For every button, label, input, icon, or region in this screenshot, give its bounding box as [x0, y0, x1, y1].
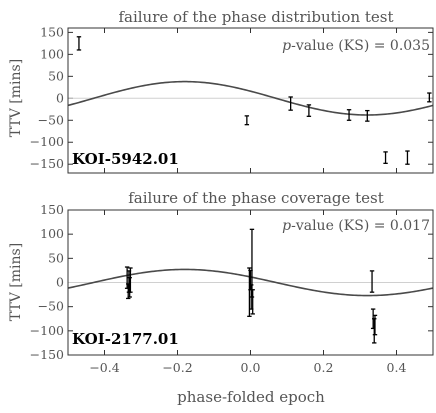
y-tick-label: 50 — [48, 68, 64, 83]
top-plot-frame — [67, 27, 434, 174]
x-tick-label: 0.4 — [387, 360, 407, 375]
bottom-pvalue-annotation: p-value (KS) = 0.017 — [282, 218, 430, 234]
y-tick-label: 0 — [56, 90, 64, 105]
data-point — [76, 36, 82, 51]
y-tick-label: 0 — [56, 275, 64, 290]
bottom-panel-title: failure of the phase coverage test — [128, 189, 384, 207]
data-point — [383, 151, 388, 164]
y-tick-label: 100 — [40, 46, 64, 61]
bottom-data-points — [124, 228, 378, 344]
data-point — [244, 115, 250, 126]
data-point — [346, 109, 352, 121]
y-tick-label: −50 — [38, 299, 64, 314]
data-point — [372, 318, 377, 344]
top-data-points — [76, 36, 432, 165]
data-point — [128, 267, 133, 293]
top-panel-title: failure of the phase distribution test — [118, 8, 393, 26]
bottom-y-ticks: 150 100 50 0 −50 −100 −150 — [30, 202, 433, 362]
data-point — [247, 267, 252, 317]
y-tick-label: −150 — [30, 156, 64, 171]
bottom-x-ticks: −0.4 −0.2 0.0 0.2 0.4 — [89, 360, 406, 375]
data-point — [427, 92, 432, 103]
sine-curve — [67, 80, 434, 116]
top-sine-fit — [67, 80, 434, 116]
panel-koi-5942: failure of the phase distribution test T… — [8, 8, 434, 174]
data-point — [405, 150, 410, 165]
data-point — [250, 289, 255, 315]
y-tick-label: 150 — [40, 24, 64, 39]
top-pvalue-annotation: p-value (KS) = 0.035 — [282, 38, 430, 54]
bottom-y-axis-label: TTV [mins] — [8, 243, 24, 321]
y-tick-label: −50 — [38, 112, 64, 127]
data-point — [306, 104, 312, 117]
top-koi-label: KOI-5942.01 — [72, 150, 179, 168]
bottom-plot-frame — [67, 209, 434, 356]
y-tick-label: −100 — [30, 323, 64, 338]
x-tick-label: −0.4 — [89, 360, 119, 375]
x-tick-label: 0.2 — [314, 360, 334, 375]
y-tick-label: 100 — [40, 226, 64, 241]
x-tick-label: 0.0 — [241, 360, 261, 375]
x-tick-label: −0.2 — [162, 360, 192, 375]
bottom-koi-label: KOI-2177.01 — [72, 330, 179, 348]
y-tick-label: 150 — [40, 202, 64, 217]
y-tick-label: −100 — [30, 134, 64, 149]
data-point — [372, 314, 378, 336]
y-tick-label: −150 — [30, 347, 64, 362]
data-point — [127, 277, 132, 298]
panel-koi-2177: failure of the phase coverage test TTV [… — [8, 189, 434, 406]
data-point — [369, 270, 375, 293]
y-tick-label: 50 — [48, 250, 64, 265]
data-point — [365, 109, 370, 122]
data-point — [249, 228, 255, 298]
top-y-axis-label: TTV [mins] — [8, 59, 24, 137]
data-point — [288, 96, 293, 111]
x-axis-label: phase-folded epoch — [177, 388, 325, 406]
